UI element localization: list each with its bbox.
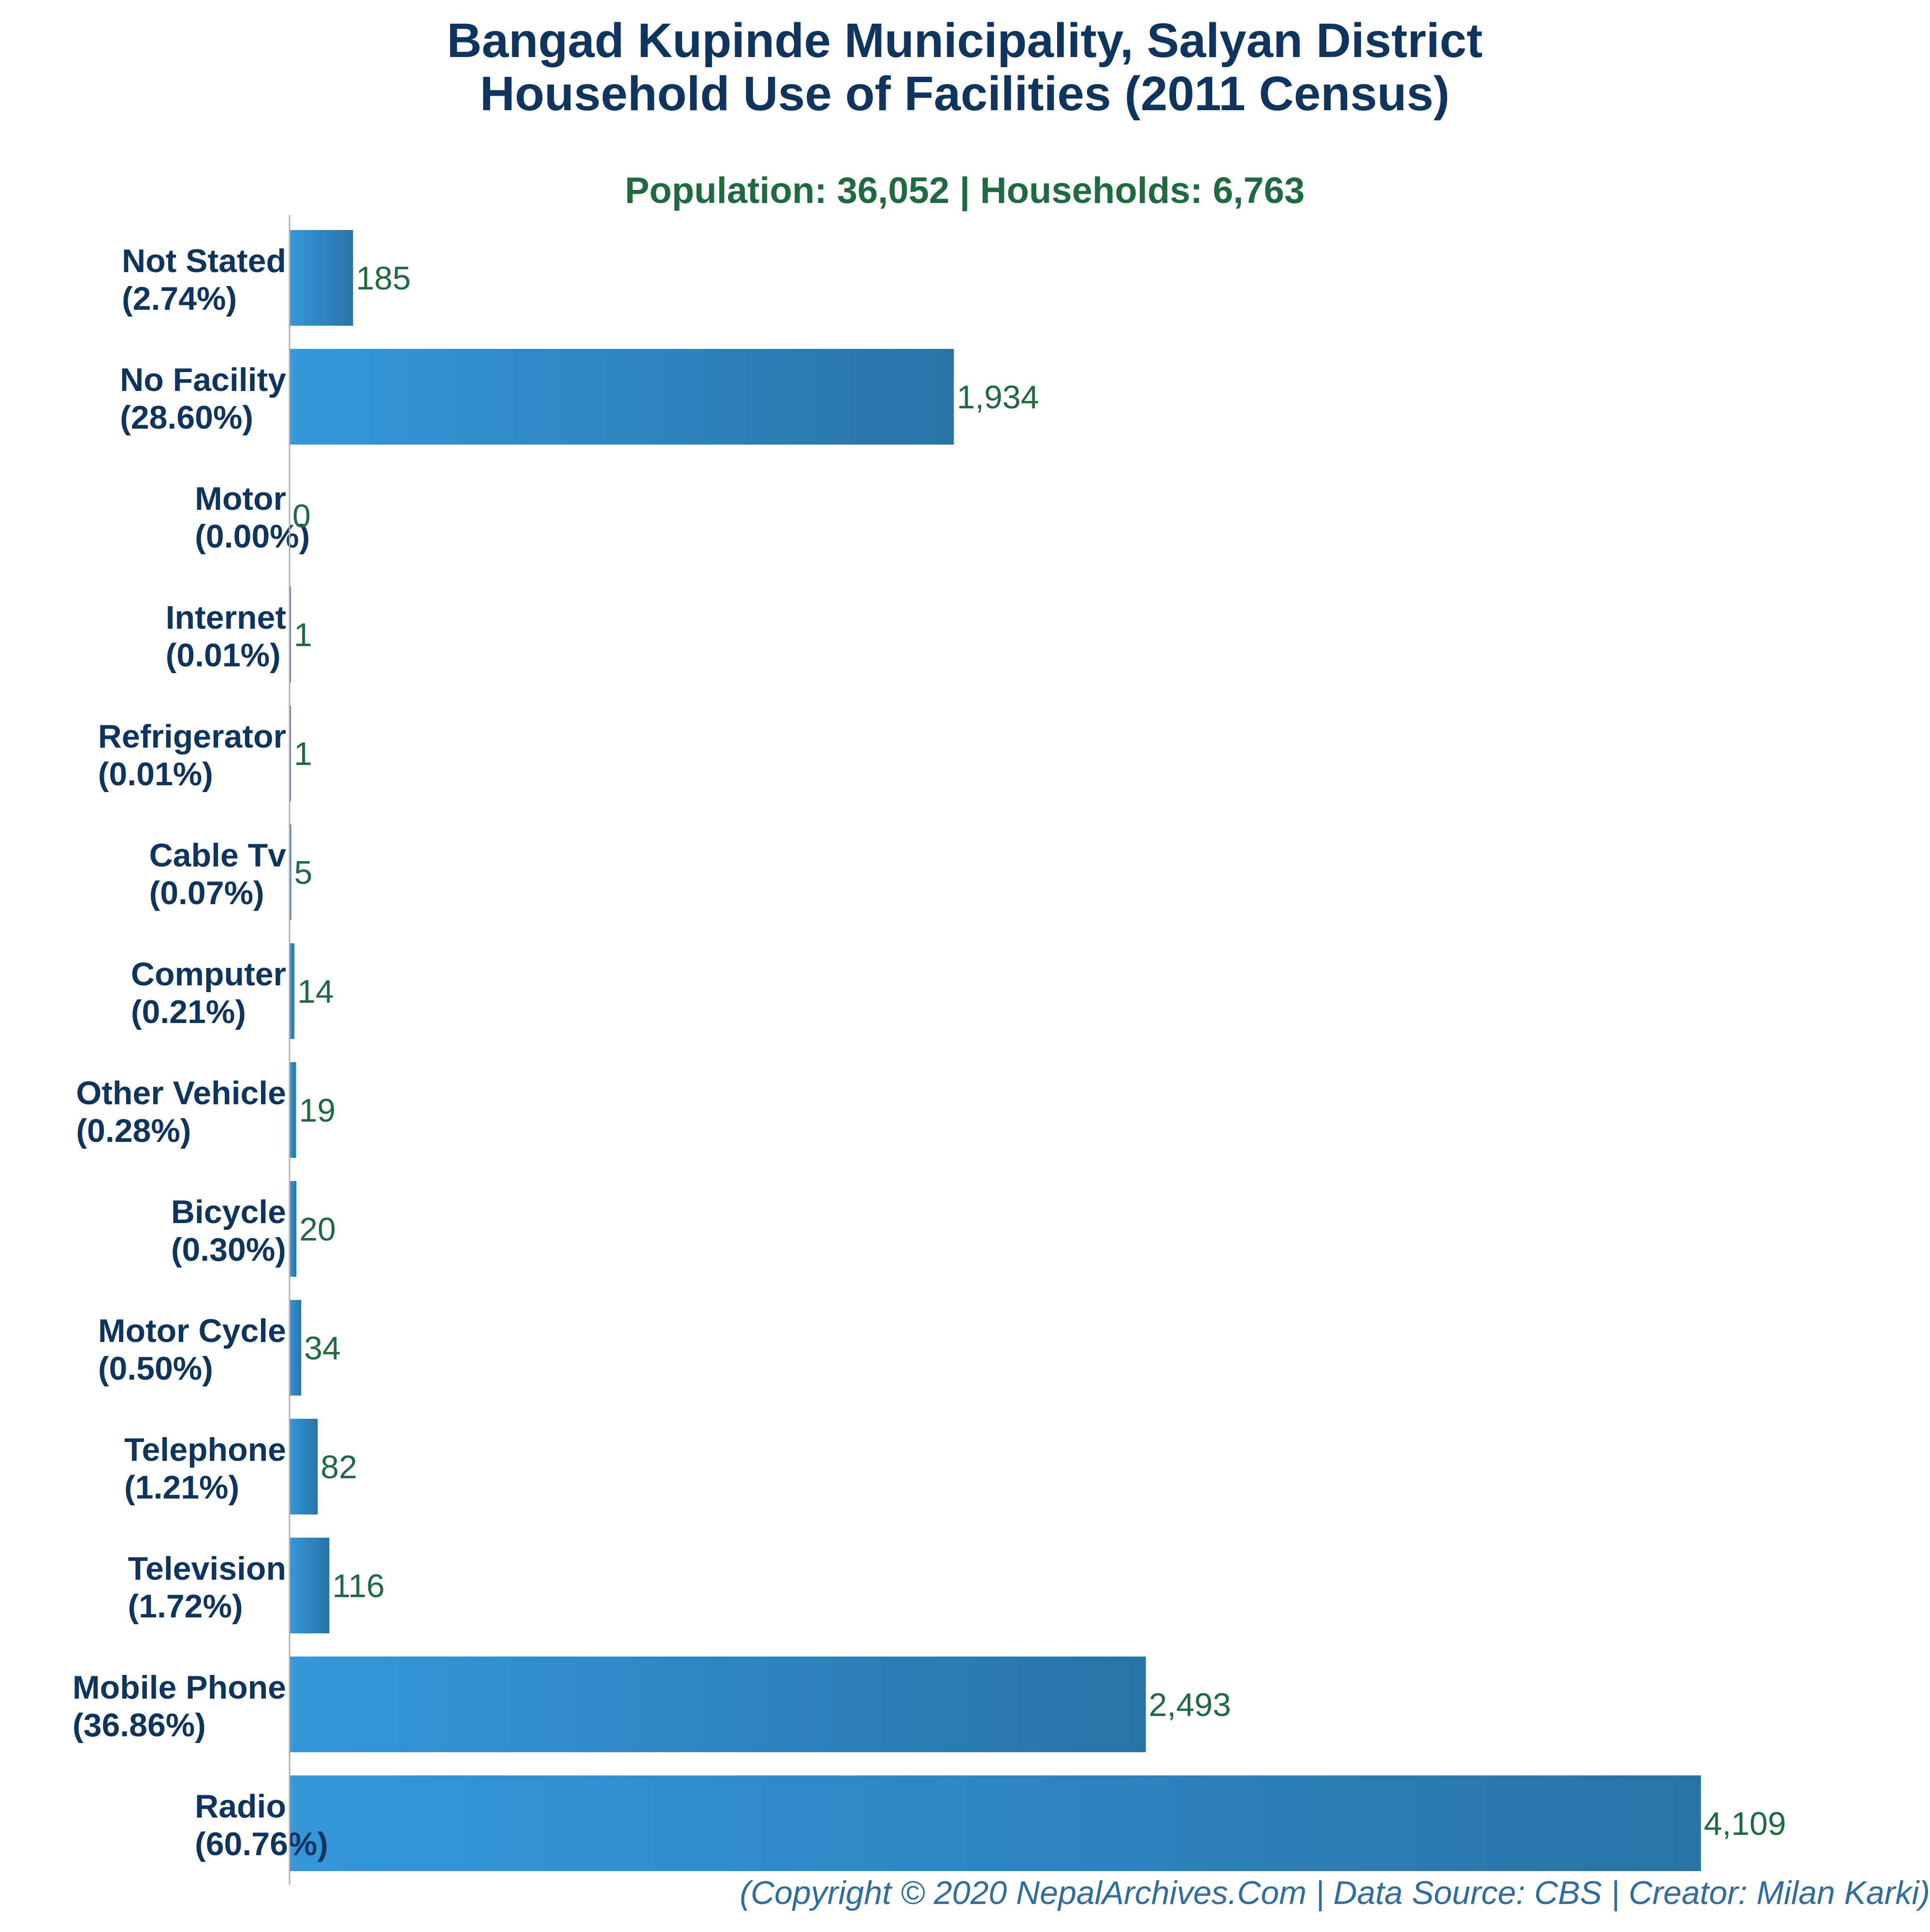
value-label-radio: 4,109: [1704, 1805, 1786, 1842]
value-label-other-vehicle: 19: [299, 1092, 336, 1129]
percent-label-cable-tv: (0.07%): [149, 875, 264, 911]
value-label-refrigerator: 1: [294, 735, 312, 772]
value-labels-group: 185 1,934 0 1 1 5 14 19 20 34 82 116 2,493 4,109: [292, 260, 1786, 1842]
bar-television: [290, 1538, 330, 1633]
value-label-mobile-phone: 2,493: [1149, 1687, 1231, 1723]
percent-label-television: (1.72%): [128, 1588, 243, 1625]
value-label-bicycle: 20: [299, 1211, 336, 1248]
percent-label-motor-cycle: (0.50%): [98, 1350, 213, 1387]
category-label-bicycle: Bicycle: [171, 1194, 286, 1230]
percent-label-bicycle: (0.30%): [171, 1231, 286, 1268]
value-label-motor: 0: [292, 498, 311, 534]
category-label-mobile-phone: Mobile Phone: [73, 1669, 286, 1706]
category-labels-group: Not Stated(2.74%) No Facility(28.60%) Moto…: [73, 243, 328, 1862]
value-label-telephone: 82: [320, 1449, 357, 1485]
value-label-cable-tv: 5: [294, 854, 313, 891]
bar-bicycle: [290, 1181, 297, 1277]
bar-cable-tv: [290, 824, 291, 920]
category-label-no-facility: No Facility: [120, 361, 286, 398]
chart-title-line-1: Bangad Kupinde Municipality, Salyan Dist…: [447, 14, 1483, 68]
bar-telephone: [290, 1419, 318, 1514]
value-label-no-facility: 1,934: [957, 379, 1039, 416]
value-label-television: 116: [332, 1568, 384, 1604]
category-label-radio: Radio: [195, 1788, 286, 1825]
bar-no-facility: [290, 349, 954, 445]
percent-label-no-facility: (28.60%): [120, 399, 253, 436]
bar-computer: [290, 943, 294, 1039]
bar-radio: [290, 1775, 1701, 1871]
percent-label-telephone: (1.21%): [124, 1469, 239, 1506]
percent-label-computer: (0.21%): [131, 994, 246, 1030]
percent-label-mobile-phone: (36.86%): [73, 1707, 206, 1744]
credit-text: (Copyright © 2020 NepalArchives.Com | Da…: [740, 1874, 1930, 1911]
bars-group: [290, 230, 1701, 1871]
category-label-computer: Computer: [131, 956, 286, 993]
category-label-television: Television: [128, 1550, 286, 1587]
category-label-telephone: Telephone: [124, 1431, 286, 1468]
category-label-other-vehicle: Other Vehicle: [76, 1075, 286, 1111]
percent-label-radio: (60.76%): [195, 1826, 328, 1862]
percent-label-other-vehicle: (0.28%): [76, 1112, 191, 1149]
bar-mobile-phone: [290, 1657, 1146, 1752]
value-label-motor-cycle: 34: [304, 1330, 341, 1367]
value-label-not-stated: 185: [356, 260, 410, 297]
value-label-computer: 14: [297, 973, 334, 1010]
percent-label-not-stated: (2.74%): [122, 280, 237, 317]
chart-title-line-2: Household Use of Facilities (2011 Census…: [480, 67, 1450, 121]
percent-label-motor: (0.00%): [195, 518, 310, 555]
percent-label-refrigerator: (0.01%): [98, 756, 213, 793]
category-label-motor-cycle: Motor Cycle: [98, 1312, 286, 1349]
category-label-motor: Motor: [195, 480, 286, 517]
chart-subtitle: Population: 36,052 | Households: 6,763: [625, 170, 1305, 212]
category-label-not-stated: Not Stated: [122, 243, 286, 279]
category-label-refrigerator: Refrigerator: [98, 718, 286, 755]
value-label-internet: 1: [294, 617, 312, 653]
bar-other-vehicle: [290, 1062, 296, 1158]
bar-motor-cycle: [290, 1300, 302, 1396]
percent-label-internet: (0.01%): [166, 637, 281, 674]
category-label-cable-tv: Cable Tv: [149, 837, 287, 874]
bar-not-stated: [290, 230, 353, 326]
category-label-internet: Internet: [166, 599, 286, 636]
